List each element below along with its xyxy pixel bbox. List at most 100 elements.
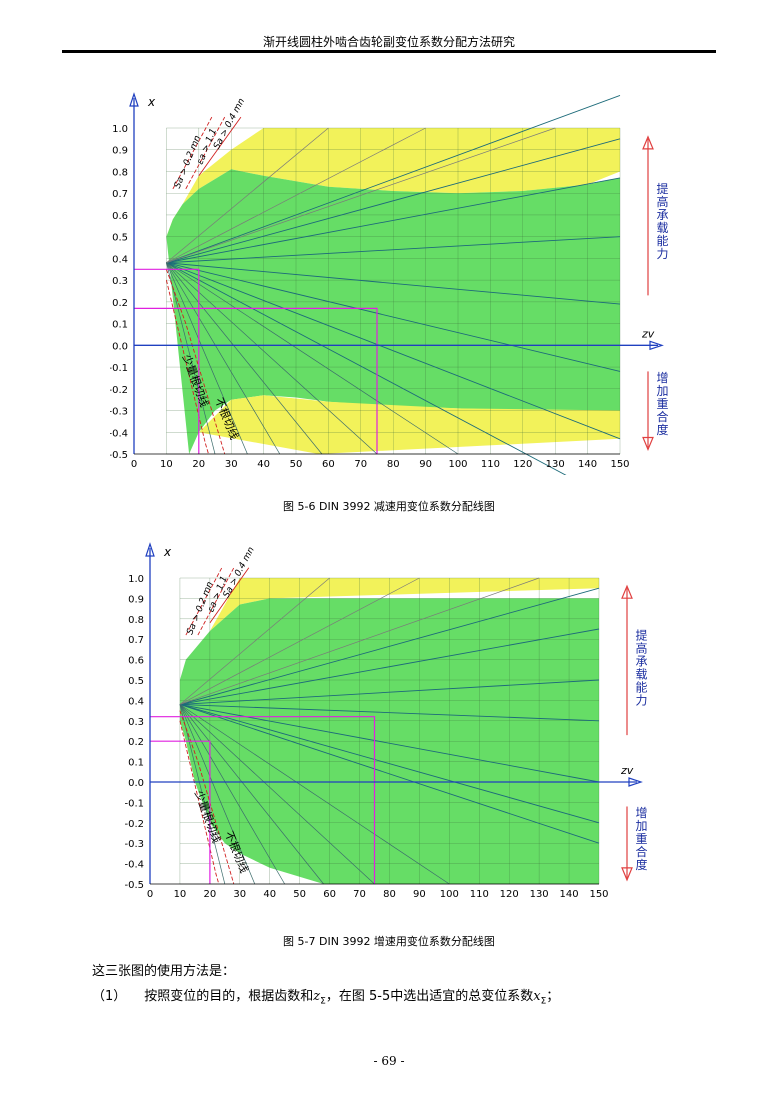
step-text-2: ，在图 5-5中选出适宜的总变位系数 [325,989,534,1004]
x-tick-label: 30 [225,459,238,470]
y-tick-label: 0.6 [128,656,144,667]
y-tick-label: 1.0 [128,574,144,585]
y-tick-label: -0.4 [124,860,144,871]
y-tick-label: 0.4 [112,254,128,265]
symbol-x-sub: Σ [540,996,547,1007]
x-tick-label: 0 [147,889,153,900]
y-tick-label: 0.3 [128,717,144,728]
y-tick-label: 0.5 [128,676,144,687]
x-tick-label: 140 [560,889,579,900]
example-line [134,268,200,454]
distribution-line [179,704,600,783]
distribution-line-lower [166,262,459,455]
y-tick-label: -0.2 [110,385,128,396]
x-tick-label: 130 [546,459,565,470]
symbol-z: z [313,989,321,1004]
page-number: - 69 - [373,1054,405,1068]
step-end: ； [546,989,560,1004]
x-tick-label: 60 [323,889,336,900]
y-tick-label: -0.5 [110,450,128,461]
figure-5-6: x zv 1.0 0.9 0.8 0.7 0.6 0.5 0.4 0.3 0.2 0.1 0.0 -0.1… [108,80,670,505]
y-tick-label: 1.0 [112,124,128,135]
example-line [134,307,378,454]
distribution-line [166,177,621,264]
y-tick-label: 0.9 [128,594,144,605]
distribution-line [166,262,621,372]
x-tick-label: 10 [174,889,187,900]
x-tick-label: 70 [353,889,366,900]
right-label-top: 提高承载能力 [634,628,648,707]
example-line [150,716,376,884]
y-tick-label: -0.3 [124,839,144,850]
distribution-line-lower [179,704,450,885]
y-tick-label: 0.7 [128,635,144,646]
y-tick-label: -0.1 [110,363,128,374]
right-label-top: 提高承载能力 [655,181,669,260]
symbol-x: x [533,989,541,1004]
y-tick-label: 0.2 [128,737,144,748]
header-rule [62,50,716,53]
x-tick-label: 40 [263,889,276,900]
x-tick-label: 50 [293,889,306,900]
x-tick-label: 80 [387,459,400,470]
x-tick-label: 100 [448,459,467,470]
y-tick-label: -0.5 [124,880,144,891]
y-tick-label: 0.5 [112,233,128,244]
x-tick-label: 70 [354,459,367,470]
x-axis-arrow [628,777,643,787]
distribution-line [179,704,600,722]
distribution-line-grey [179,577,420,705]
distribution-line-lower [166,262,323,455]
x-axis-label: zv [641,327,655,340]
curve-small-undercut [165,279,209,455]
arrow-down-head [642,436,654,452]
distribution-line-lower [166,262,281,455]
distribution-line [179,679,600,705]
distribution-line-lower [166,262,378,455]
x-tick-label: 40 [257,459,270,470]
y-tick-label: -0.2 [124,819,144,830]
x-tick-label: 120 [513,459,532,470]
x-tick-label: 100 [440,889,459,900]
distribution-line [179,704,600,844]
y-tick-label: 0.0 [128,778,144,789]
distribution-line [166,262,621,505]
arrow-up-head [621,584,633,599]
yellow-region-bottom [198,395,621,454]
y-tick-label: -0.1 [124,798,144,809]
y-tick-label: 0.9 [112,146,128,157]
x-tick-label: 140 [578,459,597,470]
symbol-z-sub: Σ [320,996,326,1007]
distribution-line [166,94,621,264]
y-tick-label: 0.6 [112,211,128,222]
figure-5-7: x zv 1.0 0.9 0.8 0.7 0.6 0.5 0.4 0.3 0.2 0.1 0.0 -0.1… [110,536,670,911]
distribution-line-grey [166,127,329,264]
arrow-up-head [642,135,654,150]
distribution-line-grey [179,577,330,705]
x-tick-label: 0 [131,459,137,470]
curve-no-undercut [179,710,235,885]
example-line [150,740,211,884]
distribution-line-lower [179,704,256,885]
y-axis-label: x [147,95,156,109]
y-tick-label: 0.7 [112,189,128,200]
distribution-line [166,236,621,264]
x-tick-label: 90 [413,889,426,900]
distribution-line-lower [179,704,286,885]
curve-sa-04 [209,567,250,624]
x-tick-label: 150 [610,459,629,470]
curve-sa-04 [198,116,242,177]
x-tick-label: 10 [160,459,173,470]
distribution-line-lower [166,262,216,455]
distribution-line-lower [179,704,226,885]
y-tick-label: 0.2 [112,298,128,309]
x-tick-label: 110 [470,889,489,900]
x-tick-label: 130 [530,889,549,900]
distribution-line-grey [166,127,556,264]
x-axis-label: zv [620,764,634,777]
y-tick-label: 0.1 [112,320,128,331]
x-tick-label: 80 [383,889,396,900]
y-tick-label: 0.1 [128,758,144,769]
step-text: 按照变位的目的，根据齿数和 [144,989,314,1004]
paragraph-intro: 这三张图的使用方法是： [92,964,236,979]
